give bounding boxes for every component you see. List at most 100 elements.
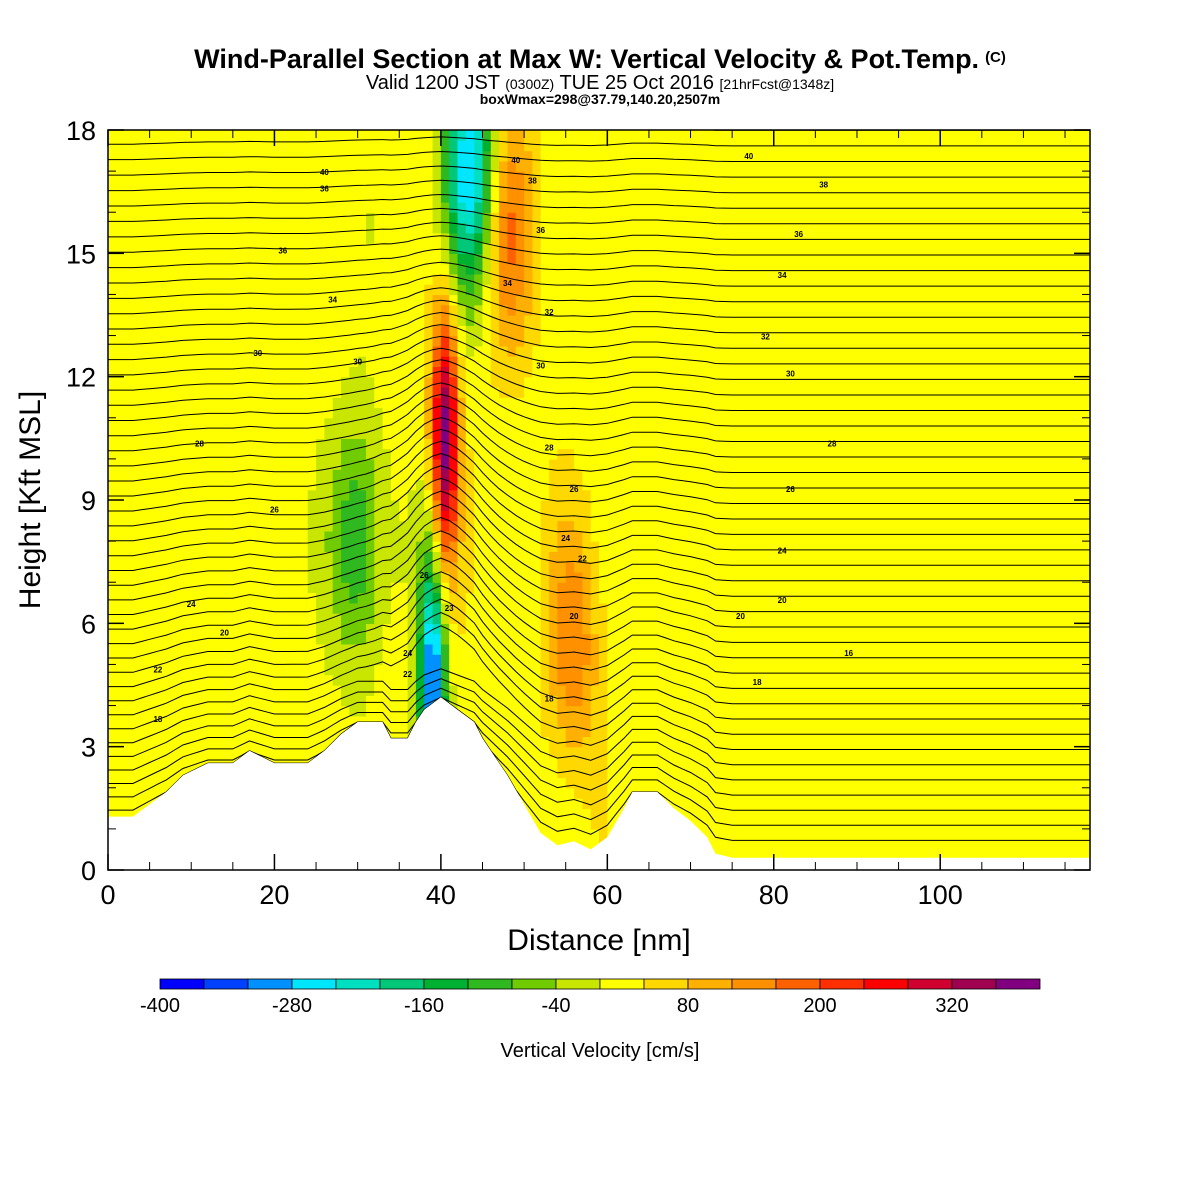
velocity-cell (449, 571, 459, 583)
velocity-cell (133, 284, 142, 296)
velocity-cell (332, 448, 342, 460)
velocity-cell (166, 664, 176, 676)
velocity-cell (657, 386, 667, 398)
velocity-cell (241, 253, 251, 265)
velocity-cell (624, 489, 633, 501)
velocity-cell (624, 571, 633, 583)
velocity-cell (366, 335, 375, 347)
velocity-cell (324, 715, 334, 727)
velocity-cell (582, 222, 592, 234)
velocity-cell (191, 263, 201, 275)
velocity-cell (357, 201, 367, 213)
velocity-cell (424, 140, 434, 152)
velocity-cell (224, 212, 234, 224)
velocity-cell (524, 458, 533, 470)
velocity-cell (565, 273, 575, 285)
velocity-cell (465, 489, 475, 501)
velocity-cell (574, 304, 583, 316)
velocity-cell (474, 664, 484, 676)
velocity-cell (540, 592, 550, 604)
velocity-cell (216, 130, 226, 141)
velocity-cell (440, 510, 450, 522)
velocity-cell (574, 643, 583, 655)
velocity-cell (266, 500, 275, 511)
velocity-cell (407, 479, 417, 491)
velocity-cell (116, 777, 126, 789)
velocity-cell (457, 500, 467, 511)
velocity-cell (407, 530, 417, 542)
velocity-cell (324, 654, 334, 666)
velocity-cell (540, 335, 550, 347)
velocity-cell (332, 592, 342, 604)
velocity-cell (465, 458, 475, 470)
velocity-cell (440, 633, 450, 645)
velocity-cell (374, 232, 384, 244)
velocity-cell (590, 428, 600, 439)
velocity-cell (257, 695, 267, 707)
velocity-cell (532, 345, 542, 357)
velocity-cell (482, 222, 492, 234)
velocity-cell (141, 551, 151, 563)
velocity-cell (341, 325, 350, 337)
velocity-cell (316, 510, 325, 522)
velocity-cell (241, 746, 251, 758)
velocity-cell (482, 571, 492, 583)
velocity-cell (374, 397, 384, 409)
velocity-cell (632, 417, 642, 429)
velocity-cell (299, 571, 309, 583)
velocity-cell (216, 469, 226, 481)
velocity-cell (549, 469, 558, 481)
velocity-cell (257, 654, 267, 666)
velocity-cell (432, 232, 442, 244)
velocity-cell (557, 530, 567, 542)
velocity-cell (565, 705, 575, 717)
velocity-cell (440, 417, 450, 429)
velocity-cell (357, 643, 367, 655)
velocity-cell (332, 366, 342, 378)
velocity-cell (282, 479, 292, 491)
velocity-cell (249, 160, 259, 172)
velocity-cell (324, 643, 334, 655)
velocity-cell (507, 335, 517, 347)
velocity-cell (524, 643, 533, 655)
velocity-cell (590, 520, 600, 532)
velocity-cell (624, 171, 633, 182)
velocity-cell (524, 664, 533, 676)
velocity-cell (624, 315, 633, 326)
velocity-cell (124, 181, 134, 193)
velocity-cell (224, 263, 234, 275)
velocity-cell (607, 541, 617, 552)
velocity-cell (382, 428, 392, 439)
velocity-cell (565, 798, 575, 809)
velocity-cell (449, 222, 459, 234)
velocity-cell (257, 685, 267, 696)
velocity-cell (382, 345, 392, 357)
velocity-cell (266, 664, 275, 676)
velocity-cell (349, 160, 359, 172)
velocity-cell (341, 284, 350, 296)
velocity-cell (657, 736, 667, 748)
velocity-cell (624, 304, 633, 316)
velocity-cell (474, 232, 484, 244)
velocity-cell (266, 736, 275, 748)
velocity-cell (540, 798, 550, 809)
velocity-cell (390, 212, 400, 224)
velocity-cell (648, 664, 658, 676)
velocity-cell (482, 345, 492, 357)
velocity-cell (241, 551, 251, 563)
velocity-cell (457, 674, 467, 686)
velocity-cell (399, 428, 409, 439)
velocity-cell (424, 469, 434, 481)
velocity-cell (673, 664, 683, 676)
velocity-cell (266, 171, 275, 182)
velocity-cell (457, 140, 467, 152)
velocity-cell (224, 571, 234, 583)
velocity-cell (141, 541, 151, 552)
velocity-cell (515, 633, 525, 645)
velocity-cell (199, 592, 209, 604)
velocity-cell (249, 500, 259, 511)
velocity-cell (349, 366, 359, 378)
velocity-cell (549, 325, 558, 337)
velocity-cell (549, 253, 558, 265)
velocity-cell (549, 294, 558, 306)
